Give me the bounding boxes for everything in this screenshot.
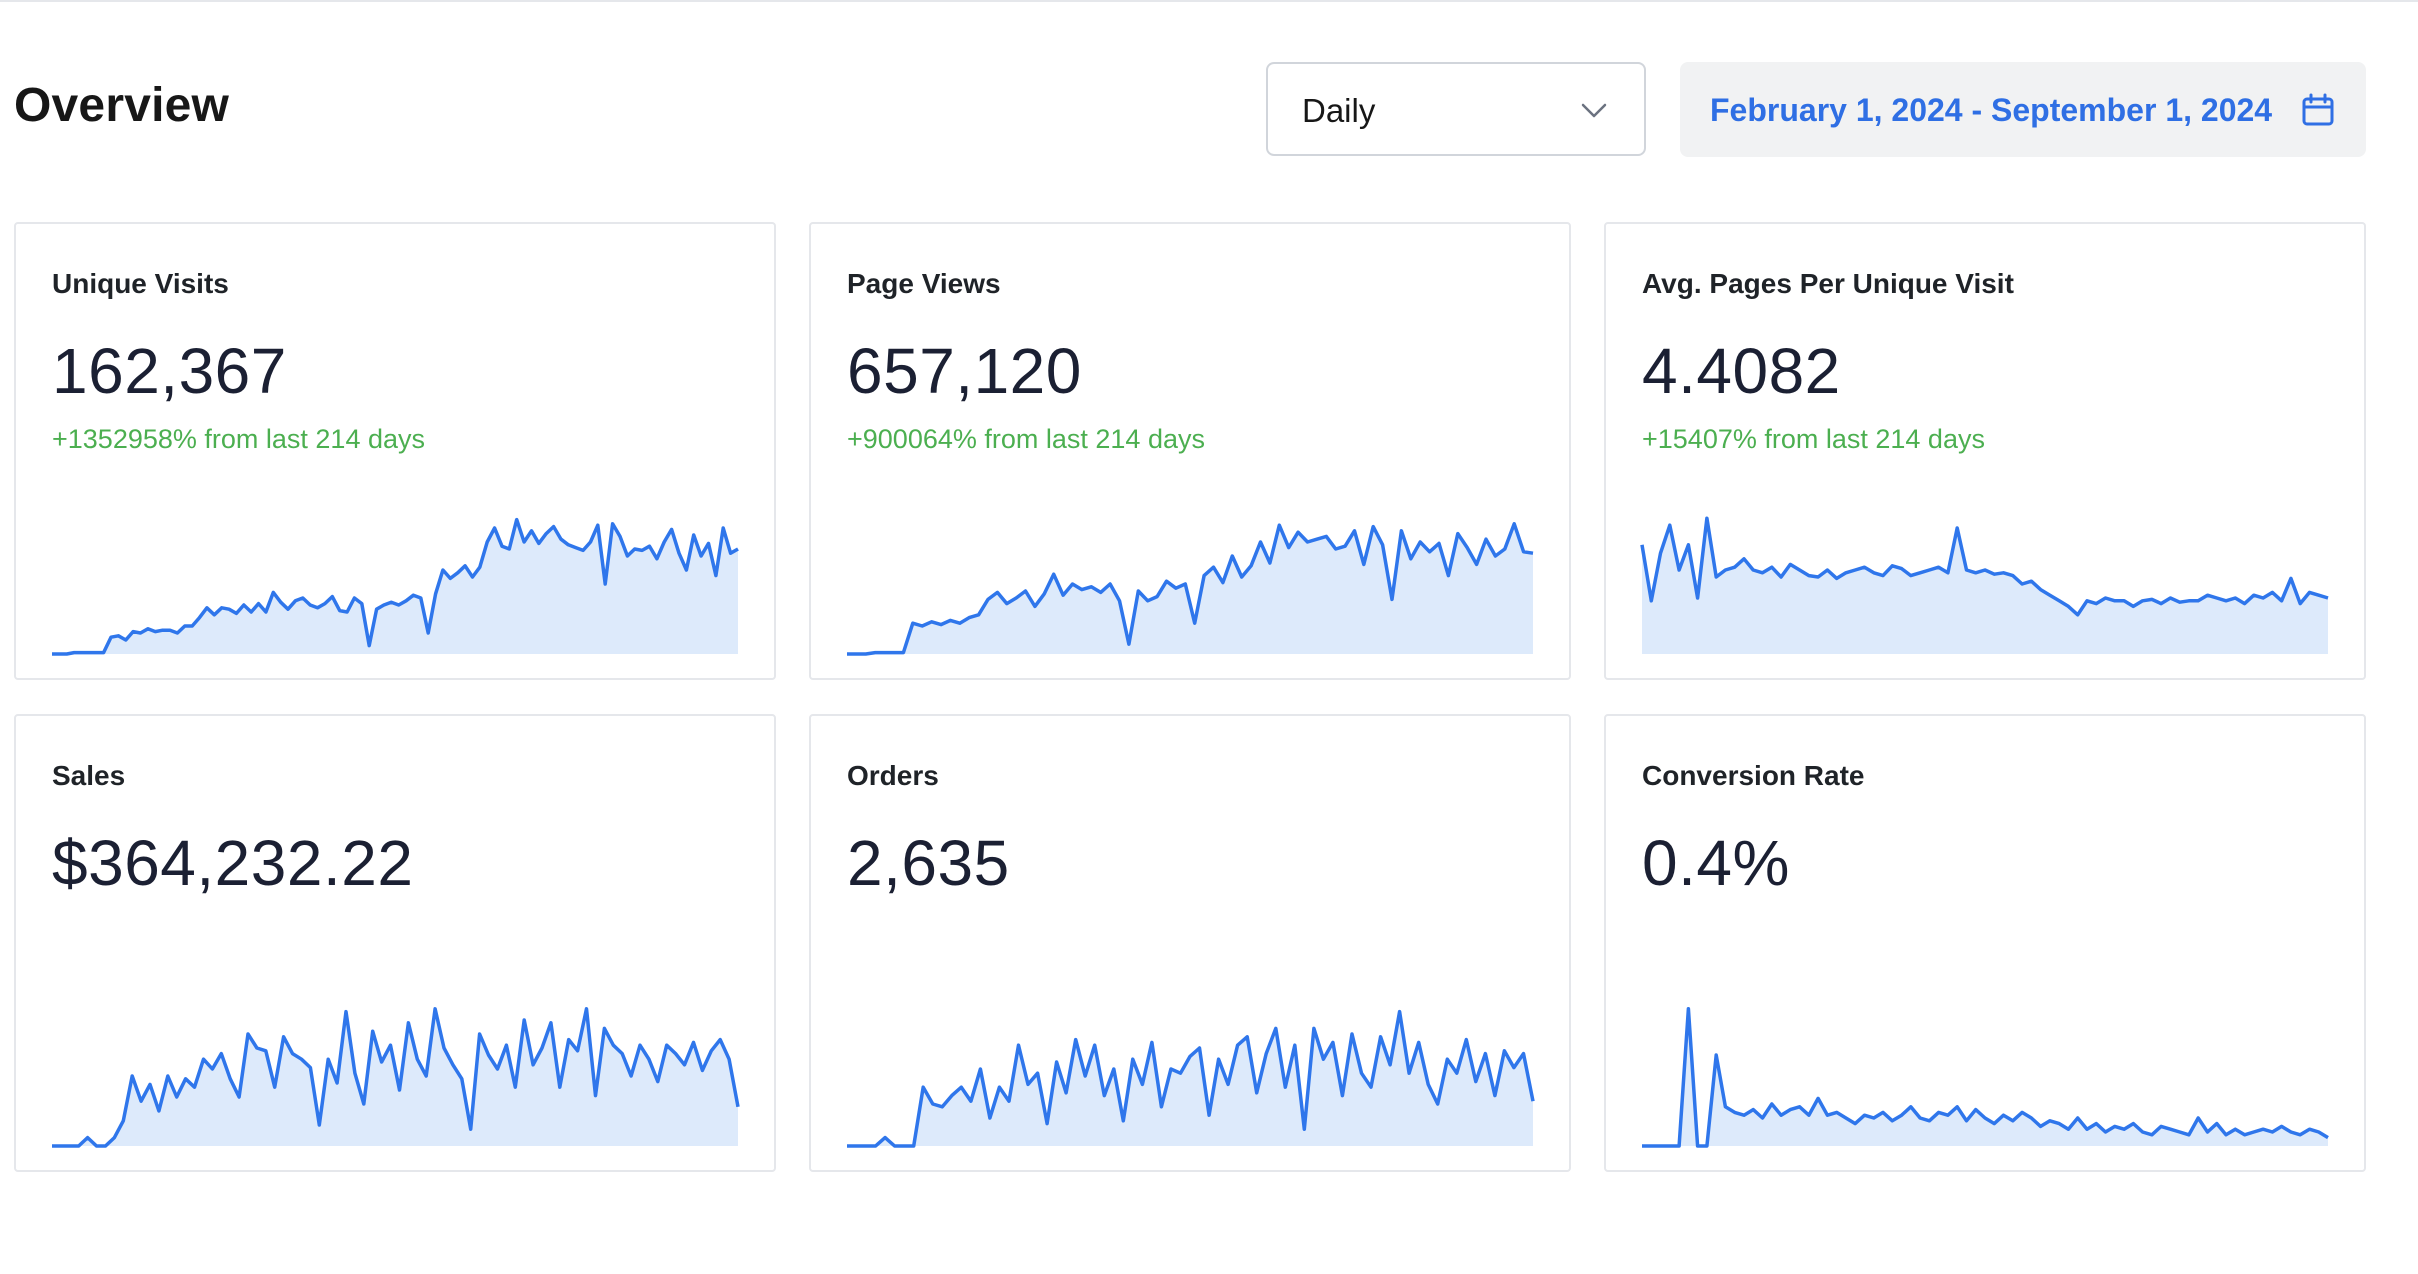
card-label: Page Views — [847, 268, 1001, 299]
card-sales: Sales $364,232.22 — [14, 714, 776, 1172]
top-divider — [0, 0, 2418, 2]
card-change: +1352958% from last 214 days — [52, 424, 425, 454]
sparkline-line — [52, 1007, 740, 1148]
chevron-down-icon — [1581, 103, 1607, 118]
sparkline-line — [1642, 1007, 2329, 1148]
card-value: 657,120 — [847, 335, 1082, 407]
sparkline-line — [1640, 516, 2329, 617]
granularity-select-value: Daily — [1302, 92, 1376, 129]
unique-visits-sparkline — [52, 517, 739, 656]
sparkline-area — [52, 519, 738, 654]
card-value: $364,232.22 — [52, 827, 414, 899]
sparkline-line — [847, 1009, 1535, 1148]
card-value: 162,367 — [52, 335, 287, 407]
card-value: 2,635 — [847, 827, 1010, 899]
conversion-rate-sparkline — [1642, 1007, 2329, 1148]
sparkline-area — [52, 1008, 738, 1146]
page-title: Overview — [14, 79, 230, 132]
card-unique-visits: Unique Visits 162,367 +1352958% from las… — [14, 222, 776, 680]
sales-sparkline — [52, 1007, 740, 1148]
card-label: Orders — [847, 760, 939, 791]
orders-sparkline — [847, 1009, 1535, 1148]
avg-pages-sparkline — [1640, 516, 2329, 654]
sparkline-area — [847, 1011, 1533, 1146]
sparkline-area — [1642, 1008, 2328, 1146]
card-change: +15407% from last 214 days — [1642, 424, 1985, 454]
card-change: +900064% from last 214 days — [847, 424, 1205, 454]
card-value: 0.4% — [1642, 827, 1790, 899]
card-label: Unique Visits — [52, 268, 229, 299]
card-conversion-rate: Conversion Rate 0.4% — [1604, 714, 2366, 1172]
card-label: Conversion Rate — [1642, 760, 1865, 791]
card-label: Avg. Pages Per Unique Visit — [1642, 268, 2014, 299]
card-avg-pages-per-visit: Avg. Pages Per Unique Visit 4.4082 +1540… — [1604, 222, 2366, 680]
sparkline-area — [847, 523, 1533, 654]
granularity-select[interactable]: Daily — [1266, 62, 1646, 156]
date-range-label: February 1, 2024 - September 1, 2024 — [1710, 92, 2273, 128]
card-value: 4.4082 — [1642, 335, 1841, 407]
page-views-sparkline — [847, 522, 1534, 656]
card-orders: Orders 2,635 — [809, 714, 1571, 1172]
sparkline-line — [52, 517, 739, 656]
sparkline-area — [1642, 518, 2328, 654]
card-label: Sales — [52, 760, 126, 791]
date-range-picker[interactable]: February 1, 2024 - September 1, 2024 — [1680, 62, 2366, 157]
calendar-icon — [2302, 93, 2334, 126]
card-page-views: Page Views 657,120 +900064% from last 21… — [809, 222, 1571, 680]
sparkline-line — [847, 522, 1534, 656]
